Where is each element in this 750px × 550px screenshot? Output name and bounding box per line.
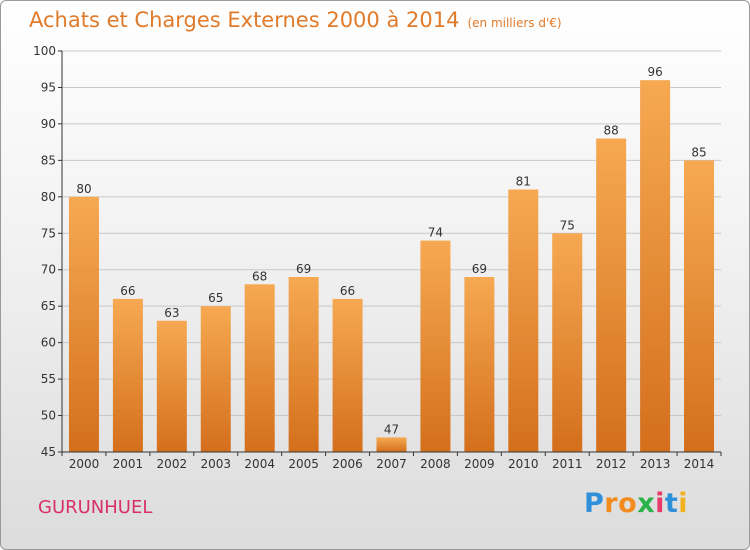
logo-letter: i	[678, 488, 689, 519]
y-tick-label: 70	[41, 263, 56, 277]
value-label: 85	[691, 145, 706, 159]
bar-2013	[640, 80, 671, 452]
bar-2005	[288, 277, 319, 452]
x-tick-label: 2007	[376, 457, 407, 471]
x-tick-label: 2013	[640, 457, 671, 471]
x-tick-label: 2012	[596, 457, 627, 471]
logo-letter: o	[618, 488, 638, 519]
x-tick-label: 2011	[552, 457, 583, 471]
logo-letter: x	[637, 488, 656, 519]
value-label: 68	[252, 269, 267, 283]
y-tick-label: 100	[33, 44, 56, 58]
logo-letter: r	[604, 488, 619, 519]
bar-2007	[376, 437, 407, 452]
bars	[68, 80, 715, 452]
x-tick-label: 2004	[244, 457, 275, 471]
x-tick-label: 2005	[288, 457, 319, 471]
y-tick-label: 80	[41, 190, 56, 204]
x-tick-label: 2014	[684, 457, 715, 471]
bar-2002	[156, 320, 187, 452]
y-tick-label: 65	[41, 299, 56, 313]
labels: 45 50 55 60 65 70 75 80 85 90 95 100 80 2000 66 2001 63 2…	[33, 44, 714, 471]
y-tick-label: 90	[41, 117, 56, 131]
chart-subtitle: (en milliers d'€)	[467, 16, 562, 30]
value-label: 74	[428, 226, 443, 240]
bar-2003	[200, 306, 231, 452]
bar-2012	[596, 138, 627, 452]
value-label: 47	[384, 422, 399, 436]
value-label: 81	[516, 175, 531, 189]
logo-letter: t	[664, 488, 679, 519]
value-label: 66	[120, 284, 135, 298]
value-label: 66	[340, 284, 355, 298]
logo-letter: P	[584, 488, 605, 519]
x-tick-label: 2009	[464, 457, 495, 471]
value-label: 75	[560, 218, 575, 232]
x-tick-label: 2000	[69, 457, 100, 471]
y-tick-label: 60	[41, 336, 56, 350]
x-tick-label: 2003	[200, 457, 231, 471]
x-tick-label: 2001	[113, 457, 144, 471]
axes	[58, 50, 722, 456]
bar-2014	[684, 160, 715, 452]
commune-name: GURUNHUEL	[38, 497, 153, 518]
x-tick-label: 2008	[420, 457, 451, 471]
chart-title: Achats et Charges Externes 2000 à 2014 (e…	[29, 8, 562, 32]
chart-title-text: Achats et Charges Externes 2000 à 2014	[29, 8, 460, 32]
bar-2011	[552, 233, 583, 452]
bar-2009	[464, 277, 495, 452]
y-tick-label: 50	[41, 409, 56, 423]
y-tick-label: 45	[41, 445, 56, 459]
value-label: 69	[296, 262, 311, 276]
value-label: 80	[76, 182, 91, 196]
x-tick-label: 2002	[157, 457, 188, 471]
x-tick-label: 2006	[332, 457, 363, 471]
value-label: 65	[208, 291, 223, 305]
y-tick-label: 75	[41, 226, 56, 240]
bar-2000	[68, 196, 99, 452]
value-label: 63	[164, 306, 179, 320]
bar-2008	[420, 240, 451, 452]
y-tick-label: 55	[41, 372, 56, 386]
bar-2010	[508, 189, 539, 452]
proxiti-logo[interactable]: Proxiti	[584, 488, 688, 519]
bar-2001	[112, 298, 143, 452]
value-label: 88	[604, 123, 619, 137]
logo-letter: i	[655, 488, 665, 519]
value-label: 69	[472, 262, 487, 276]
x-tick-label: 2010	[508, 457, 539, 471]
bar-2006	[332, 298, 363, 452]
y-tick-label: 85	[41, 153, 56, 167]
y-tick-label: 95	[41, 80, 56, 94]
bar-2004	[244, 284, 275, 452]
value-label: 96	[647, 65, 662, 79]
